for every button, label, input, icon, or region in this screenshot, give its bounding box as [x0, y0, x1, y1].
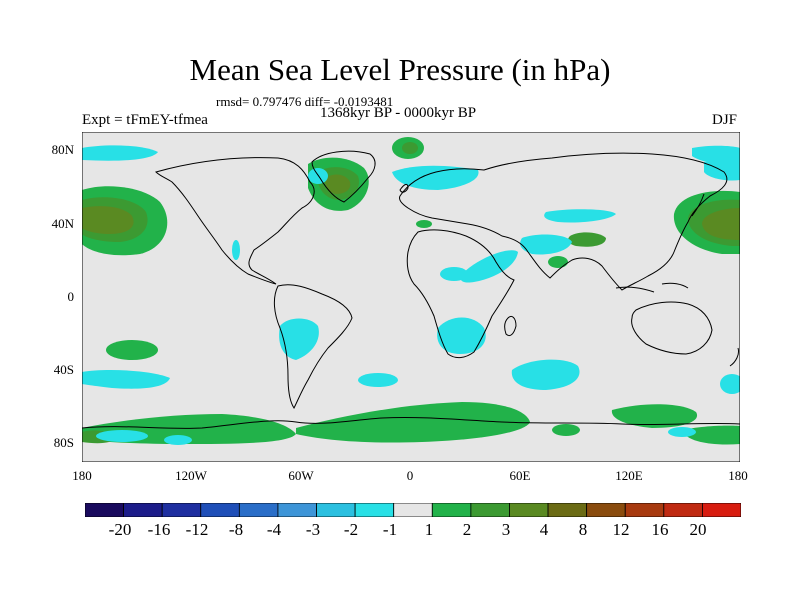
colorbar-label: -3 — [305, 520, 321, 539]
experiment-label: Expt = tFmEY-tfmea — [82, 112, 208, 128]
lat-label-40n: 40N — [51, 216, 74, 231]
pos-anomaly-southern-ross — [682, 425, 740, 445]
colorbar-label: -16 — [147, 520, 171, 539]
colorbar-swatch — [277, 503, 317, 517]
colorbar-swatch — [316, 503, 356, 517]
lon-label-180w: 180 — [72, 468, 92, 483]
colorbar-label: 2 — [462, 520, 472, 539]
chart-title: Mean Sea Level Pressure (in hPa) — [189, 52, 611, 87]
lat-label-40s: 40S — [53, 362, 74, 377]
coast-eurasia — [399, 152, 728, 291]
coast-north-america — [155, 157, 315, 285]
neg-anomaly-antarctic-mid — [164, 435, 192, 445]
pos-anomaly-asia — [568, 232, 606, 247]
coast-australia — [631, 301, 713, 355]
lon-label-60w: 60W — [288, 468, 314, 483]
colorbar-label: 4 — [539, 520, 549, 539]
colorbar-label: 16 — [651, 520, 669, 539]
neg-anomaly-spac-left — [82, 370, 170, 389]
neg-anomaly-nafrica — [440, 267, 468, 281]
colorbar-label: -2 — [343, 520, 359, 539]
colorbar-swatch — [702, 503, 741, 517]
pos3-anomaly-greenland — [325, 174, 351, 194]
neg-anomaly-alaska-left — [82, 145, 158, 161]
colorbar-swatch — [161, 503, 202, 517]
neg-anomaly-east-europe — [544, 209, 616, 223]
neg-anomaly-antarctic-west — [96, 430, 148, 442]
neg-anomaly-scandinavia — [392, 165, 479, 190]
colorbar-label: 8 — [578, 520, 588, 539]
neg-anomaly-arabia — [460, 250, 518, 283]
colorbar-label: 20 — [689, 520, 707, 539]
colorbar-label: -8 — [228, 520, 244, 539]
period-label: 1368kyr BP - 0000kyr BP — [320, 105, 477, 121]
colorbar-swatch — [624, 503, 665, 517]
coast-japan — [691, 193, 705, 217]
neg-anomaly-mexico — [232, 240, 240, 260]
pos-anomaly-sa-small — [552, 424, 580, 436]
colorbar-swatch — [354, 503, 395, 517]
neg-anomaly-alaska-right — [692, 145, 740, 166]
colorbar-swatch — [238, 503, 279, 517]
pos-anomaly-spac — [106, 340, 158, 360]
anomaly-fields — [82, 137, 740, 445]
stats-text: rmsd= 0.797476 diff= -0.0193481 — [216, 94, 394, 109]
pos-anomaly-southern-far — [611, 404, 698, 428]
pos3-anomaly-npac-west — [82, 206, 134, 234]
colorbar-swatch — [123, 503, 163, 517]
colorbar-label: -20 — [108, 520, 132, 539]
coast-madagascar — [504, 315, 517, 337]
colorbar — [85, 503, 741, 517]
coast-africa — [406, 229, 515, 359]
lon-label-180e: 180 — [728, 468, 748, 483]
colorbar-label: 12 — [612, 520, 630, 539]
coastlines — [82, 150, 740, 429]
colorbar-swatch — [470, 503, 510, 517]
colorbar-swatch — [393, 503, 433, 517]
coast-indonesia — [615, 282, 689, 293]
colorbar-label: 3 — [501, 520, 511, 539]
colorbar-swatch — [509, 503, 549, 517]
pos-anomaly-india — [548, 256, 568, 268]
lon-label-120w: 120W — [175, 468, 207, 483]
coast-uk — [399, 183, 409, 193]
neg-anomaly-south-america — [279, 318, 319, 360]
colorbar-label: 1 — [424, 520, 434, 539]
pos-anomaly-med — [416, 220, 432, 228]
pos2-anomaly-iceland — [402, 142, 418, 154]
colorbar-swatch — [85, 503, 124, 517]
neg-anomaly-antarctic-right — [668, 427, 696, 437]
lat-label-80s: 80S — [53, 435, 74, 450]
colorbar-label: -4 — [266, 520, 282, 539]
colorbar-swatch — [431, 503, 472, 517]
coast-new-zealand — [729, 347, 739, 367]
neg-anomaly-south-indian — [511, 359, 580, 390]
lat-label-0: 0 — [67, 289, 75, 304]
colorbar-label: -1 — [382, 520, 398, 539]
coast-south-america — [273, 284, 353, 409]
colorbar-swatch — [586, 503, 626, 517]
coast-antarctica — [82, 416, 740, 429]
colorbar-swatch — [663, 503, 703, 517]
coast-greenland — [311, 150, 376, 203]
colorbar-swatch — [547, 503, 588, 517]
neg-anomaly-spac-right — [720, 374, 740, 394]
colorbar-swatch — [200, 503, 240, 517]
colorbar-label: -12 — [185, 520, 209, 539]
pressure-map — [82, 132, 740, 462]
lon-label-0: 0 — [406, 468, 414, 483]
pos-anomaly-wedd — [408, 416, 436, 428]
season-label: DJF — [712, 112, 738, 128]
lat-label-80n: 80N — [51, 142, 74, 157]
neg-anomaly-canada — [308, 168, 328, 184]
lon-label-120e: 120E — [615, 468, 643, 483]
pos3-anomaly-npac-east — [702, 208, 740, 240]
lon-label-60e: 60E — [509, 468, 531, 483]
neg-anomaly-middle-east — [520, 234, 572, 255]
neg-anomaly-south-africa — [437, 317, 486, 354]
neg-anomaly-satl — [358, 373, 398, 387]
